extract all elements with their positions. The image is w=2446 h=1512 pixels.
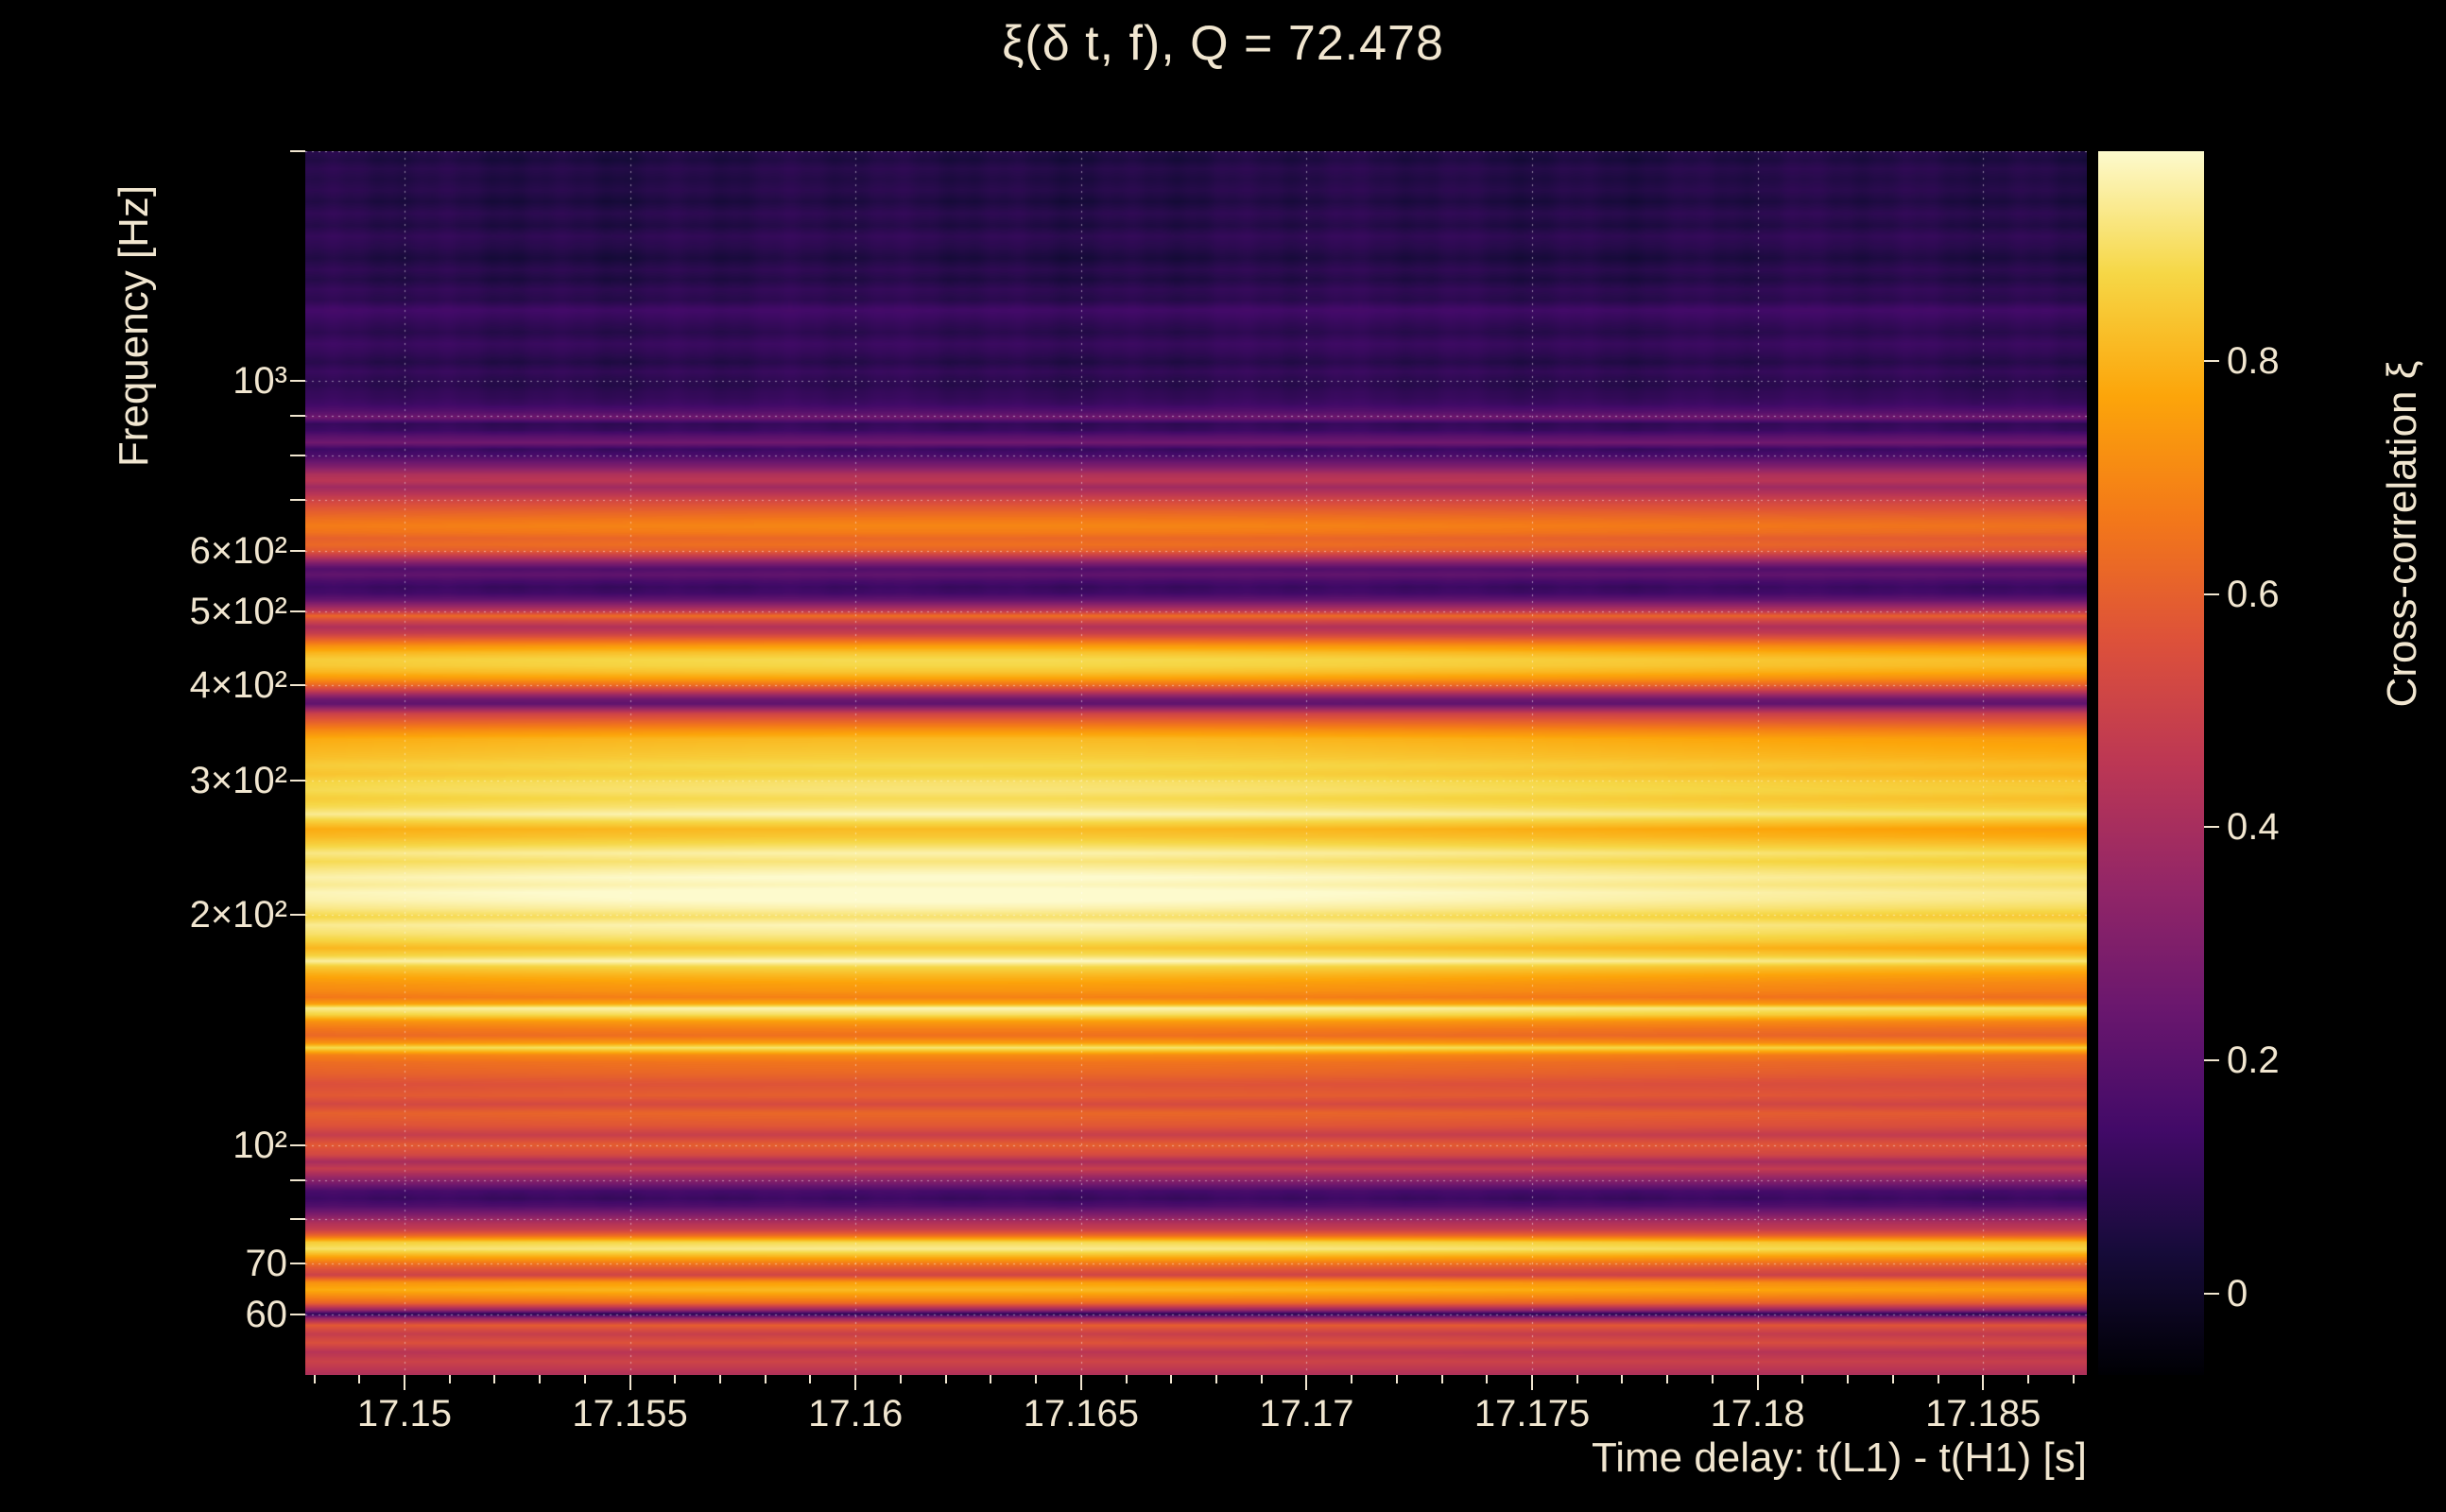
- y-tick-label: 3×10²: [189, 759, 287, 801]
- x-minor-tick: [809, 1375, 812, 1383]
- x-minor-tick: [1801, 1375, 1804, 1383]
- x-minor-tick: [493, 1375, 496, 1383]
- x-axis-title: Time delay: t(L1) - t(H1) [s]: [1591, 1435, 2087, 1481]
- x-minor-tick: [1666, 1375, 1669, 1383]
- colorbar-tick: [2204, 593, 2219, 595]
- x-major-tick: [403, 1375, 405, 1390]
- x-minor-tick: [2026, 1375, 2029, 1383]
- x-minor-tick: [719, 1375, 722, 1383]
- x-minor-tick: [764, 1375, 767, 1383]
- x-major-tick: [1531, 1375, 1534, 1390]
- colorbar-tick-label: 0.4: [2227, 806, 2280, 849]
- x-tick-label: 17.15: [356, 1393, 453, 1435]
- y-tick: [290, 415, 305, 418]
- colorbar-tick: [2204, 1059, 2219, 1061]
- y-tick-label: 70: [245, 1242, 288, 1284]
- x-major-tick: [1305, 1375, 1308, 1390]
- y-axis-title: Frequency [Hz]: [111, 184, 157, 468]
- x-tick-label: 17.18: [1710, 1393, 1805, 1435]
- x-minor-tick: [899, 1375, 902, 1383]
- x-minor-tick: [448, 1375, 451, 1383]
- x-minor-tick: [1170, 1375, 1173, 1383]
- x-minor-tick: [1351, 1375, 1353, 1383]
- x-minor-tick: [1847, 1375, 1850, 1383]
- x-tick-label: 17.185: [1925, 1393, 2041, 1435]
- y-tick: [290, 1178, 305, 1181]
- colorbar-title: Cross-correlation ξ: [2379, 360, 2425, 708]
- grid-overlay: [305, 151, 2087, 1375]
- colorbar-tick: [2204, 1292, 2219, 1295]
- colorbar-tick-label: 0.6: [2227, 573, 2280, 615]
- x-major-tick: [1079, 1375, 1082, 1390]
- colorbar-tick: [2204, 826, 2219, 829]
- y-tick: [290, 684, 305, 686]
- x-minor-tick: [1214, 1375, 1217, 1383]
- chart-title: ξ(δ t, f), Q = 72.478: [1002, 16, 1444, 71]
- x-major-tick: [1756, 1375, 1759, 1390]
- y-tick-label: 10²: [233, 1124, 287, 1166]
- x-minor-tick: [583, 1375, 586, 1383]
- x-minor-tick: [1711, 1375, 1714, 1383]
- x-minor-tick: [539, 1375, 542, 1383]
- y-tick: [290, 498, 305, 501]
- y-tick: [290, 610, 305, 612]
- y-tick-label: 2×10²: [189, 894, 287, 936]
- colorbar: [2098, 151, 2204, 1375]
- x-tick-label: 17.16: [808, 1393, 904, 1435]
- y-tick: [290, 454, 305, 456]
- x-minor-tick: [1440, 1375, 1443, 1383]
- x-major-tick: [854, 1375, 857, 1390]
- colorbar-tick-label: 0.8: [2227, 340, 2280, 382]
- heatmap-plot-area: [305, 151, 2087, 1375]
- y-tick-label: 10³: [233, 360, 287, 403]
- y-tick: [290, 549, 305, 552]
- x-minor-tick: [1035, 1375, 1038, 1383]
- x-minor-tick: [1486, 1375, 1489, 1383]
- x-minor-tick: [1576, 1375, 1578, 1383]
- x-tick-label: 17.165: [1023, 1393, 1139, 1435]
- x-minor-tick: [674, 1375, 677, 1383]
- x-minor-tick: [1395, 1375, 1398, 1383]
- y-tick: [290, 1262, 305, 1264]
- y-tick: [290, 1143, 305, 1146]
- x-minor-tick: [313, 1375, 316, 1383]
- x-tick-label: 17.155: [572, 1393, 688, 1435]
- y-tick-label: 6×10²: [189, 529, 287, 572]
- x-tick-label: 17.17: [1259, 1393, 1354, 1435]
- y-tick-label: 4×10²: [189, 664, 287, 706]
- colorbar-tick: [2204, 360, 2219, 362]
- y-tick-label: 5×10²: [189, 590, 287, 632]
- x-minor-tick: [1937, 1375, 1939, 1383]
- y-tick: [290, 1313, 305, 1315]
- colorbar-tick-label: 0.2: [2227, 1040, 2280, 1081]
- y-tick: [290, 150, 305, 152]
- x-minor-tick: [944, 1375, 947, 1383]
- y-tick: [290, 914, 305, 917]
- colorbar-tick-label: 0: [2227, 1272, 2248, 1314]
- x-minor-tick: [1891, 1375, 1894, 1383]
- x-minor-tick: [1125, 1375, 1128, 1383]
- x-major-tick: [629, 1375, 631, 1390]
- x-minor-tick: [1621, 1375, 1624, 1383]
- y-tick: [290, 1218, 305, 1220]
- x-minor-tick: [990, 1375, 992, 1383]
- y-tick: [290, 779, 305, 782]
- x-major-tick: [1982, 1375, 1985, 1390]
- y-tick-label: 60: [245, 1293, 288, 1335]
- y-tick: [290, 380, 305, 383]
- x-minor-tick: [1260, 1375, 1263, 1383]
- x-minor-tick: [358, 1375, 361, 1383]
- x-minor-tick: [2072, 1375, 2075, 1383]
- x-tick-label: 17.175: [1473, 1393, 1591, 1435]
